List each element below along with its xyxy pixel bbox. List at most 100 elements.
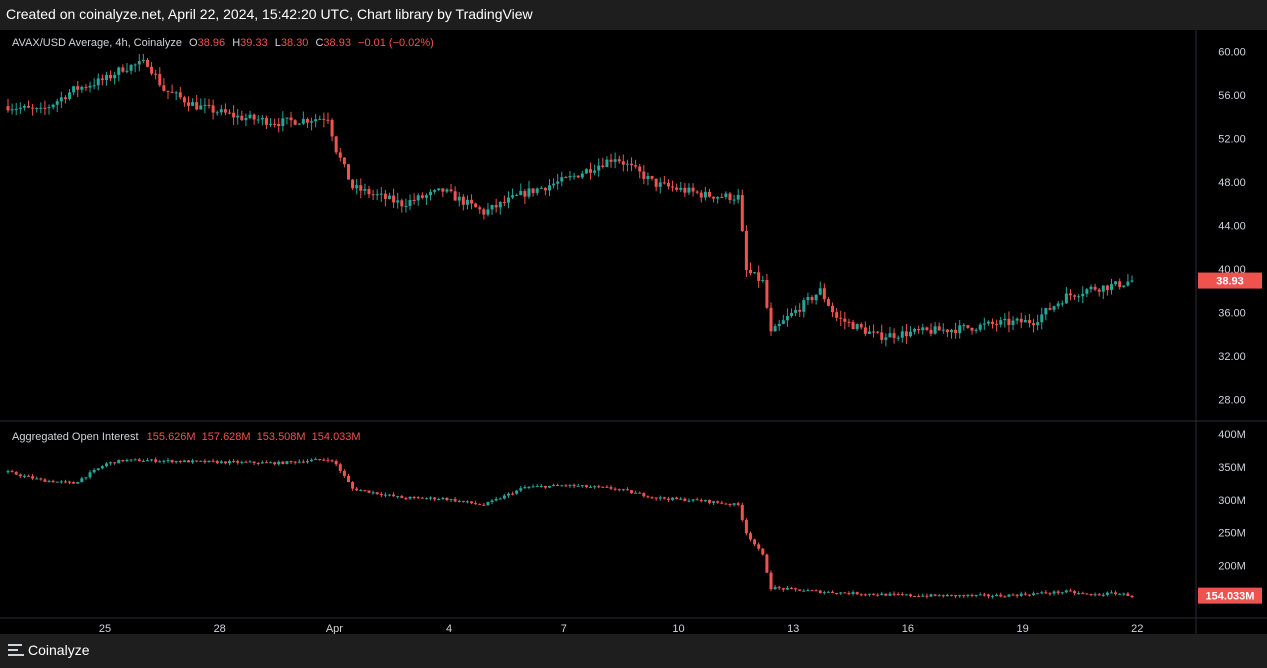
oi-candle	[43, 479, 47, 482]
oi-candle	[104, 463, 108, 467]
oi-candle	[954, 594, 958, 597]
oi-candle	[14, 472, 18, 475]
candlestick-chart[interactable]: 28.0032.0036.0040.0044.0048.0052.0056.00…	[0, 30, 1267, 634]
price-candle	[1027, 319, 1031, 324]
oi-candle	[753, 539, 757, 545]
price-candle	[154, 73, 158, 75]
price-candle	[757, 272, 761, 281]
xtick-6: 13	[787, 623, 799, 634]
price-candle	[1003, 318, 1007, 321]
price-candle	[753, 272, 757, 274]
oi-candle	[1077, 593, 1081, 595]
oi-candle	[523, 487, 527, 489]
oi-candle	[970, 594, 974, 596]
price-candle	[625, 163, 629, 165]
price-candle	[941, 329, 945, 331]
oi-candle	[1032, 593, 1036, 596]
price-candle	[248, 114, 252, 118]
price-candle	[310, 121, 314, 123]
oi-candle	[109, 462, 113, 464]
oi-candle	[790, 587, 794, 589]
price-candle	[896, 337, 900, 339]
oi-candle	[359, 490, 363, 492]
oi-candle	[1118, 593, 1122, 595]
price-candle	[568, 176, 572, 178]
oi-candle	[351, 482, 355, 489]
oi-candle	[802, 590, 806, 592]
oi-candle	[728, 503, 732, 505]
oi-candle	[1007, 594, 1011, 597]
oi-candle	[355, 488, 359, 491]
oi-candle	[211, 460, 215, 462]
oi-candle	[732, 503, 736, 505]
oi-candle	[855, 592, 859, 595]
oi-candle	[158, 461, 162, 463]
price-candle	[662, 182, 666, 184]
price-candle	[80, 86, 84, 90]
price-candle	[289, 117, 293, 121]
oi-candle	[982, 594, 986, 596]
price-candle	[519, 190, 523, 195]
price-candle	[982, 323, 986, 325]
price-candle	[219, 109, 223, 113]
oi-candle	[814, 590, 818, 592]
oi-candle	[679, 498, 683, 500]
oi-ytick-0: 200M	[1218, 560, 1246, 572]
price-candle	[1068, 293, 1072, 296]
open-label: O	[189, 37, 198, 49]
oi-ytick-3: 350M	[1218, 462, 1246, 474]
oi-candle	[687, 500, 691, 502]
oi-candle	[141, 460, 145, 462]
oi-candle	[178, 461, 182, 463]
price-candle	[400, 200, 404, 207]
oi-candle	[519, 488, 523, 491]
price-candle	[851, 322, 855, 330]
price-candle	[970, 327, 974, 331]
price-candle	[404, 205, 408, 207]
price-candle	[720, 196, 724, 198]
oi-candle	[1036, 593, 1040, 595]
oi-candle	[572, 484, 576, 487]
price-candle	[527, 188, 531, 197]
price-candle	[617, 159, 621, 162]
price-candle	[269, 123, 273, 125]
price-candle	[158, 74, 162, 86]
price-candle	[437, 188, 441, 191]
oi-candle	[621, 489, 625, 491]
price-candle	[43, 107, 47, 109]
oi-candle	[1003, 596, 1007, 598]
price-candle	[543, 187, 547, 191]
price-candle	[666, 182, 670, 187]
oi-candle	[1068, 590, 1072, 592]
oi-candle	[945, 594, 949, 597]
oi-candle	[170, 460, 174, 463]
price-candle	[355, 185, 359, 189]
price-candle	[39, 107, 43, 109]
price-candle	[379, 193, 383, 195]
menu-icon	[8, 644, 24, 656]
price-candle	[535, 188, 539, 193]
price-candle	[1032, 323, 1036, 326]
price-candle	[1126, 281, 1130, 286]
oi-candle	[375, 492, 379, 495]
low-value: 38.30	[280, 37, 309, 49]
oi-candle	[744, 519, 748, 534]
price-candle	[84, 86, 88, 88]
price-candle	[1114, 281, 1118, 285]
oi-candle	[133, 459, 137, 461]
chart-area[interactable]: 28.00 32.00 36.00 40.00 44.00 48.00 52.00 56.00…	[0, 30, 1267, 634]
price-candle	[6, 106, 10, 111]
oi-candle	[486, 502, 490, 506]
oi-candle	[937, 595, 941, 597]
price-candle	[22, 105, 26, 108]
coinalyze-logo[interactable]: Coinalyze	[8, 642, 89, 658]
oi-candle	[437, 499, 441, 501]
price-candle	[724, 193, 728, 198]
oi-candle	[958, 595, 962, 597]
price-candle	[342, 157, 346, 165]
price-candle	[88, 85, 92, 88]
price-candle	[699, 192, 703, 198]
oi-candle	[182, 460, 186, 462]
price-candle	[1073, 295, 1077, 297]
oi-candle	[1089, 594, 1093, 596]
